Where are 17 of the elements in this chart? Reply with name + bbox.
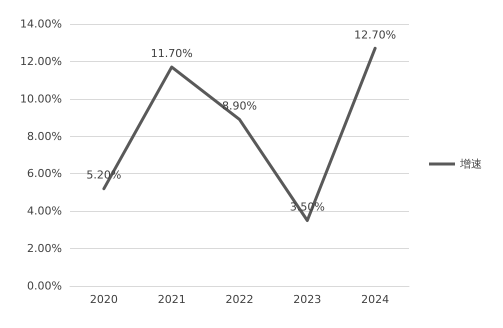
y-tick-label: 10.00% (20, 92, 62, 106)
y-tick-label: 0.00% (27, 280, 62, 292)
y-tick-label: 2.00% (27, 242, 62, 256)
y-tick-label: 4.00% (27, 204, 62, 218)
y-tick-label: 6.00% (27, 167, 62, 180)
y-tick-label: 12.00% (20, 54, 62, 68)
data-label: 12.70% (354, 28, 396, 42)
data-label: 8.90% (222, 99, 257, 112)
data-label: 11.70% (150, 47, 193, 60)
x-tick-label: 2021 (158, 293, 186, 306)
x-tick-label: 2020 (90, 293, 118, 306)
x-tick-label: 2022 (226, 293, 254, 306)
x-tick-label: 2024 (361, 293, 390, 306)
y-tick-label: 14.00% (20, 18, 62, 30)
x-tick-label: 2023 (293, 293, 322, 306)
legend-label: 增速 (459, 158, 482, 170)
y-tick-label: 8.00% (27, 130, 62, 143)
